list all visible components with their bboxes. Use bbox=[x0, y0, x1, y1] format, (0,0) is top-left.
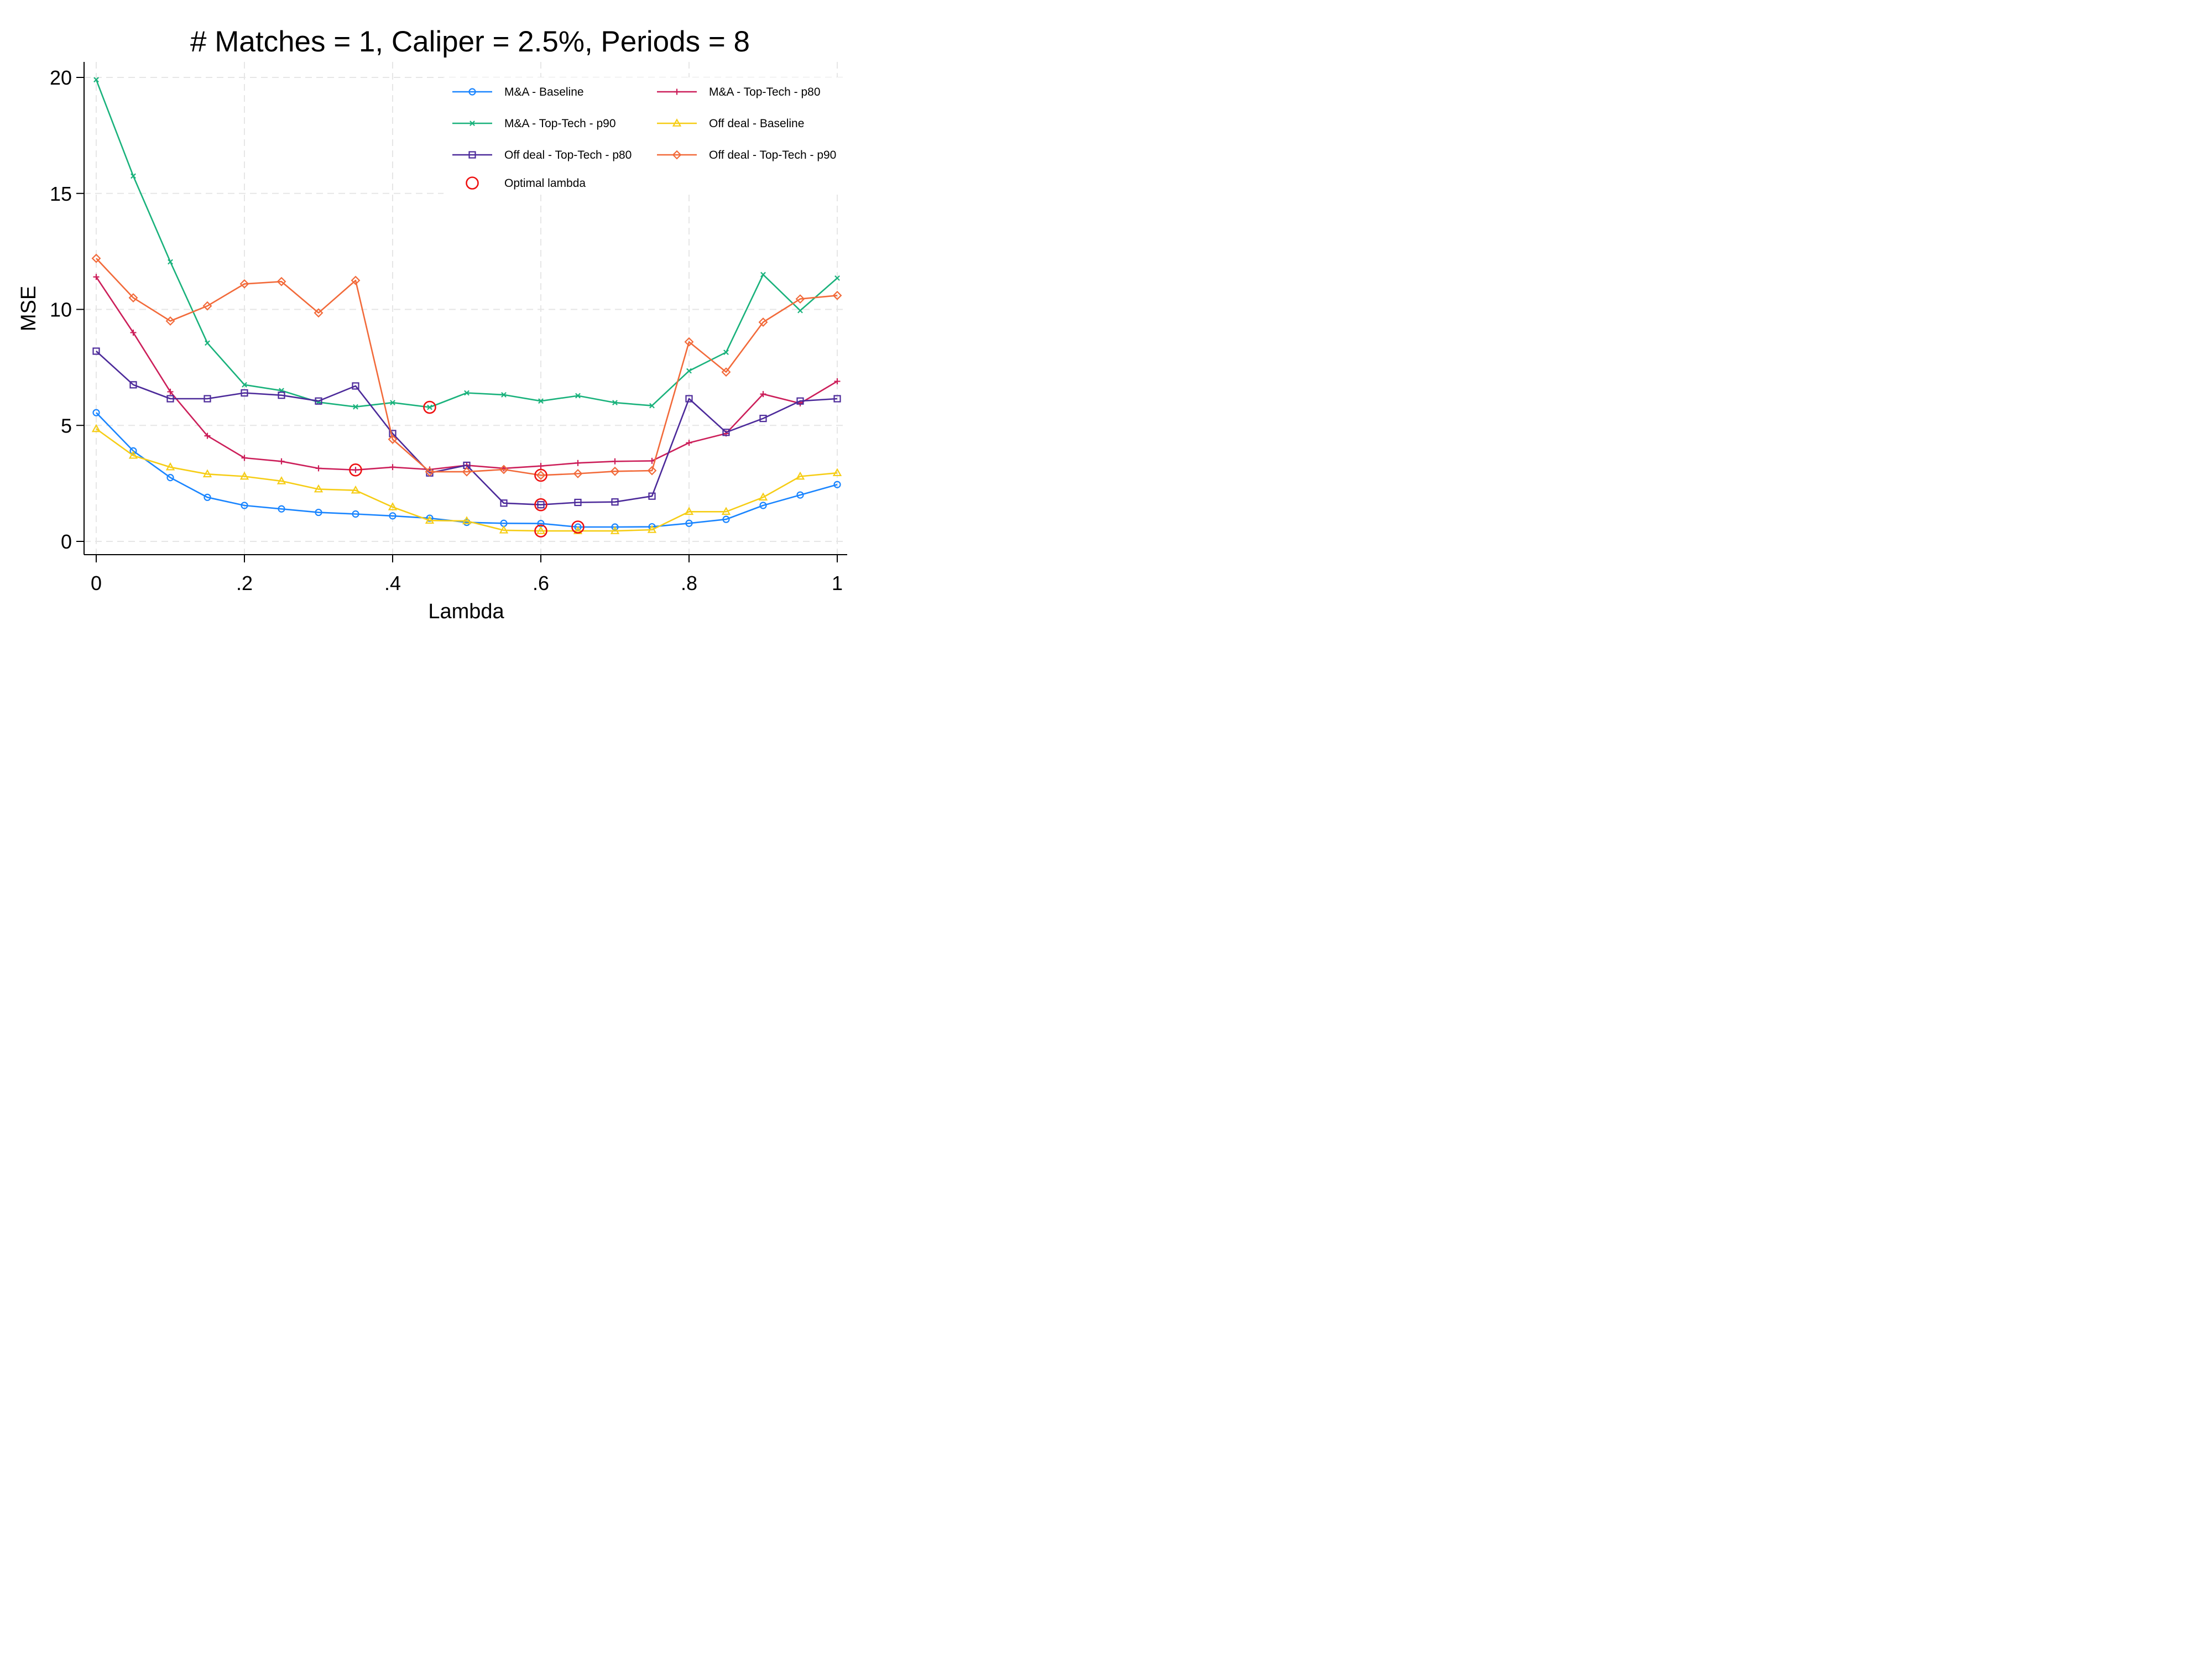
x-tick-label: 1 bbox=[832, 572, 843, 594]
x-tick-label: 0 bbox=[91, 572, 102, 594]
legend-label: M&A - Top-Tech - p80 bbox=[709, 86, 821, 98]
y-tick-label: 5 bbox=[61, 414, 72, 437]
legend-label: M&A - Baseline bbox=[504, 86, 584, 98]
y-tick-label: 0 bbox=[61, 530, 72, 553]
legend-label: M&A - Top-Tech - p90 bbox=[504, 117, 616, 130]
legend-label: Off deal - Baseline bbox=[709, 117, 804, 130]
x-tick-label: .6 bbox=[533, 572, 549, 594]
legend-label: Off deal - Top-Tech - p80 bbox=[504, 149, 632, 161]
x-axis-title: Lambda bbox=[428, 600, 504, 623]
y-axis-title: MSE bbox=[17, 286, 40, 331]
x-tick-label: .8 bbox=[681, 572, 697, 594]
y-tick-label: 15 bbox=[50, 182, 72, 205]
x-tick-label: .4 bbox=[384, 572, 401, 594]
legend: M&A - Baseline M&A - Top-Tech - p80 M&A - … bbox=[444, 77, 845, 195]
x-tick-label: .2 bbox=[236, 572, 253, 594]
y-tick-label: 20 bbox=[50, 66, 72, 89]
y-tick-label: 10 bbox=[50, 299, 72, 321]
line-chart: # Matches = 1, Caliper = 2.5%, Periods =… bbox=[0, 0, 867, 650]
legend-label: Optimal lambda bbox=[504, 177, 586, 190]
legend-label: Off deal - Top-Tech - p90 bbox=[709, 149, 836, 161]
chart-title: # Matches = 1, Caliper = 2.5%, Periods =… bbox=[190, 25, 750, 58]
